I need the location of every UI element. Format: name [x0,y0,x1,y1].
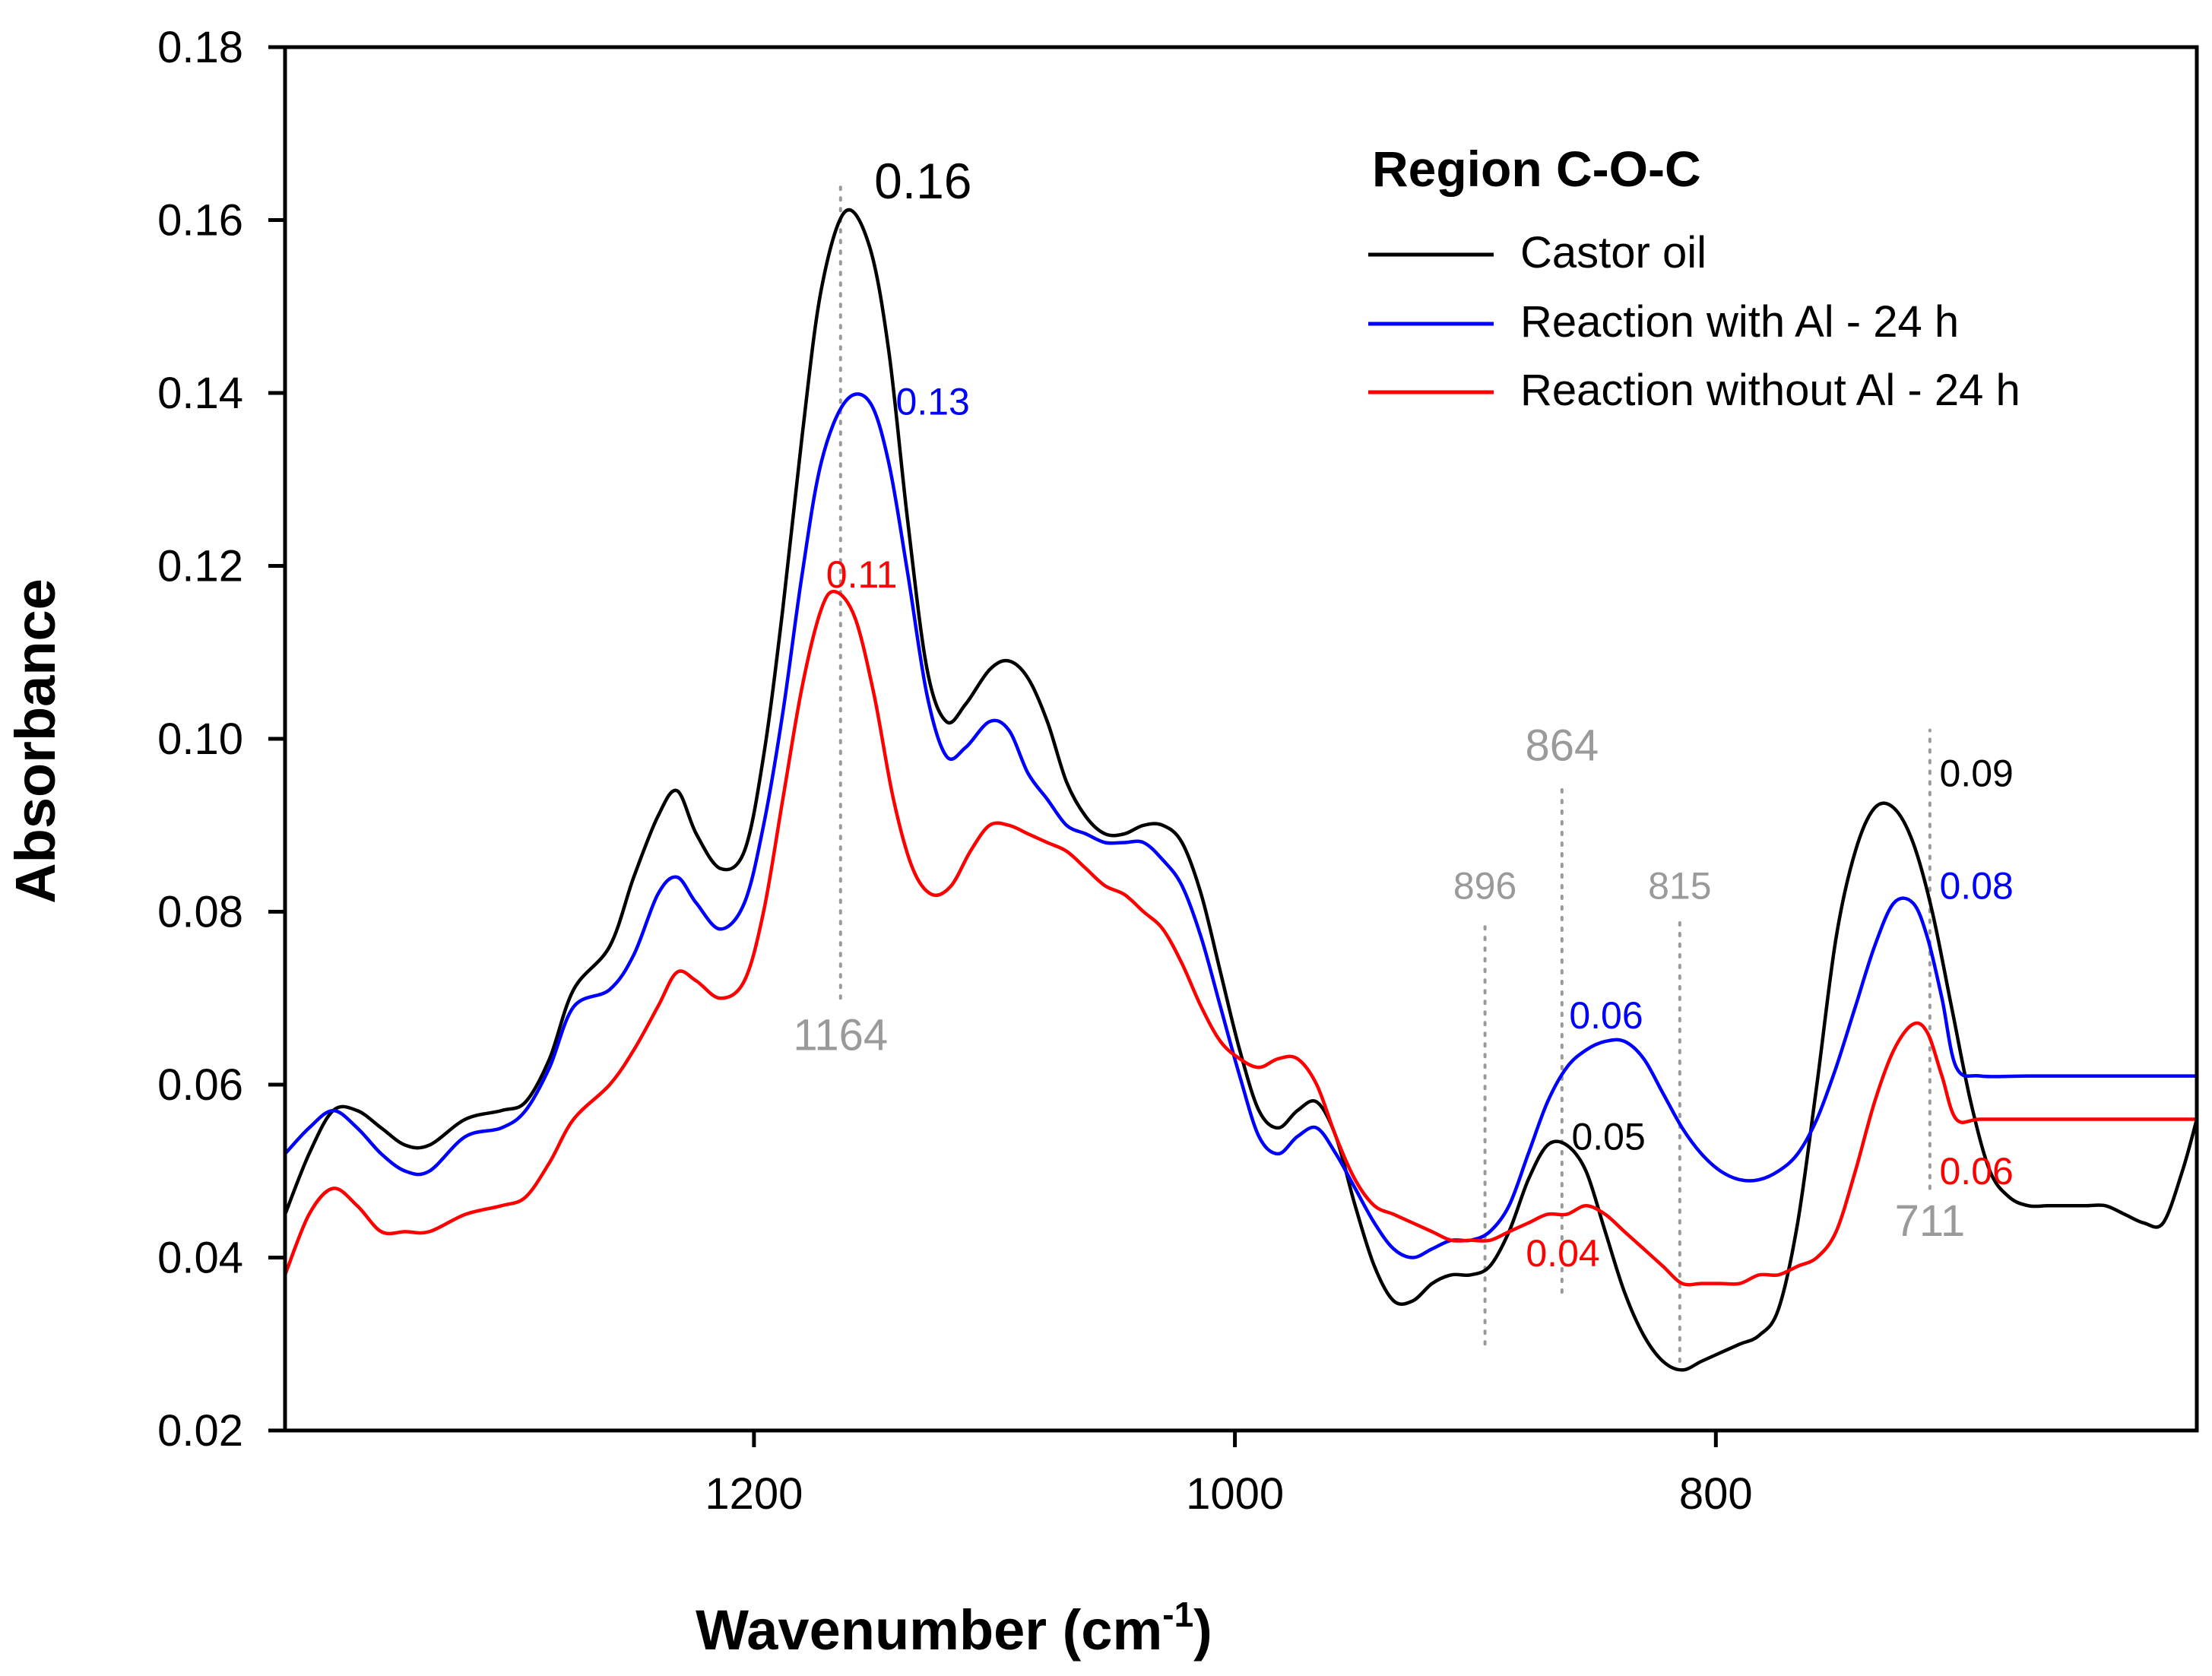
value-annotation: 0.06 [1569,994,1643,1037]
reference-label-864: 864 [1525,721,1599,770]
y-tick-label: 0.10 [157,714,243,764]
y-axis-title: Absorbance [4,578,67,904]
x-axis-title-superscript: -1 [1162,1595,1193,1634]
reference-label-1164: 1164 [793,1011,888,1060]
series-lines [283,208,2199,1372]
value-annotation: 0.05 [1571,1115,1645,1158]
y-tick-label: 0.04 [157,1234,243,1283]
y-tick-label: 0.02 [157,1406,243,1456]
legend-title: Region C-O-C [1372,141,1701,197]
value-annotation: 0.16 [874,153,971,209]
x-tick-label: 800 [1679,1469,1753,1519]
y-tick-label: 0.14 [157,369,243,418]
x-tick-label: 1000 [1186,1469,1284,1519]
series-line-reaction-without-al-24-h [283,589,2197,1287]
x-axis-title: Wavenumber (cm-1) [696,1595,1212,1662]
peak-annotations: 0.16 0.13 0.11 0.09 0.08 0.06 0.05 0.04 0.06 [826,153,2014,1275]
y-tick-label: 0.16 [157,196,243,246]
legend: Region C-O-C Castor oil Reaction with Al … [1368,141,2020,415]
series-line-castor-oil [283,208,2199,1372]
value-annotation: 0.04 [1526,1232,1599,1275]
legend-label: Reaction with Al - 24 h [1520,297,1959,347]
x-tick-label: 1200 [705,1469,803,1519]
legend-label: Castor oil [1520,228,1707,277]
reference-label-711: 711 [1895,1196,1965,1246]
value-annotation: 0.09 [1940,752,2014,795]
reference-lines: 1164 896 864 815 711 [793,184,1965,1363]
y-tick-label: 0.08 [157,888,243,937]
value-annotation: 0.08 [1940,864,2014,907]
value-annotation: 0.11 [826,553,898,596]
x-axis-ticks: 1200 1000 800 [705,1430,1753,1519]
legend-items: Castor oil Reaction with Al - 24 h Reactio… [1368,228,2020,415]
reference-label-815: 815 [1648,864,1711,907]
value-annotation: 0.13 [896,380,970,423]
y-tick-label: 0.18 [157,23,243,72]
value-annotation: 0.06 [1940,1150,2014,1193]
legend-label: Reaction without Al - 24 h [1520,366,2020,415]
y-axis-ticks: 0.02 0.04 0.06 0.08 0.10 0.12 0.14 0.16 0.18 [157,23,285,1456]
y-tick-label: 0.12 [157,542,243,591]
y-tick-label: 0.06 [157,1060,243,1110]
series-line-reaction-with-al-24-h [284,392,2197,1259]
reference-label-896: 896 [1453,864,1516,907]
